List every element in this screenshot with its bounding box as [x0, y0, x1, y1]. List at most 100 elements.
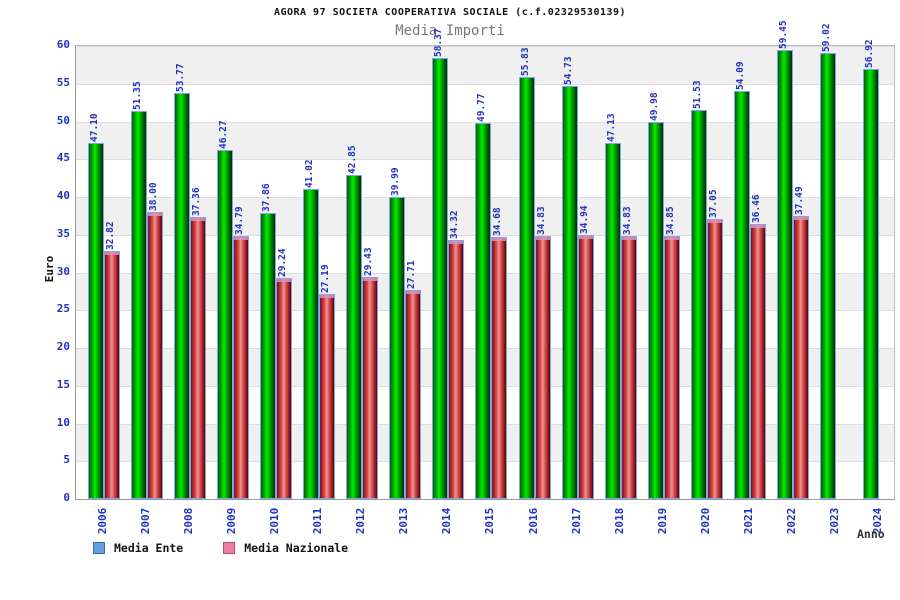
- bar-media-nazionale-2014: [448, 239, 465, 499]
- x-tick-2015: 2015: [483, 507, 497, 535]
- value-label-media-ente-2023: 59.02: [820, 23, 832, 53]
- chart-title: AGORA 97 SOCIETA COOPERATIVA SOCIALE (c.…: [273, 7, 627, 18]
- value-label-media-nazionale-2020: 37.05: [707, 189, 719, 219]
- bar-media-nazionale-2019: [663, 235, 680, 499]
- y-tick-40: 40: [56, 189, 70, 202]
- value-label-media-nazionale-2013: 27.71: [406, 260, 418, 289]
- bar-media-ente-2020: [690, 109, 707, 499]
- bar-media-nazionale-2010: [276, 278, 293, 499]
- value-label-media-ente-2018: 47.13: [605, 113, 617, 143]
- legend-swatch-media-ente: [93, 542, 105, 554]
- value-label-media-ente-2008: 53.77: [175, 63, 187, 93]
- value-label-media-ente-2007: 51.35: [132, 81, 144, 111]
- bar-top-cap: [363, 277, 378, 281]
- bar-media-nazionale-2020: [706, 219, 723, 499]
- y-tick-35: 35: [56, 226, 70, 240]
- x-tick-2013: 2013: [397, 507, 411, 535]
- x-tick-2007: 2007: [139, 507, 153, 535]
- value-label-media-ente-2011: 41.02: [304, 159, 316, 189]
- bar-top-cap: [148, 213, 163, 217]
- bar-media-nazionale-2018: [620, 236, 637, 499]
- bar-top-cap: [793, 216, 808, 220]
- y-tick-50: 50: [56, 113, 70, 127]
- y-tick-20: 20: [56, 340, 70, 353]
- bar-media-ente-2016: [518, 77, 535, 499]
- value-label-media-ente-2021: 54.09: [734, 61, 746, 90]
- x-tick-2008: 2008: [182, 507, 196, 535]
- bar-media-nazionale-2012: [362, 276, 379, 499]
- bar-media-nazionale-2007: [147, 212, 164, 499]
- bar-media-ente-2008: [174, 93, 191, 499]
- bar-media-nazionale-2016: [534, 236, 551, 499]
- bar-media-ente-2024: [862, 69, 879, 499]
- bar-media-ente-2006: [88, 143, 104, 499]
- y-tick-25: 25: [56, 302, 70, 316]
- bar-top-cap: [750, 224, 765, 228]
- bar-media-ente-2009: [217, 149, 234, 499]
- value-label-media-nazionale-2014: 34.32: [449, 210, 461, 239]
- value-label-media-ente-2024: 56.92: [863, 39, 875, 69]
- x-tick-2018: 2018: [612, 507, 626, 535]
- bar-media-ente-2023: [819, 53, 836, 499]
- value-label-media-ente-2015: 49.77: [476, 93, 488, 123]
- x-axis-title: Anno: [857, 527, 885, 541]
- legend-label-media-ente: Media Ente: [114, 541, 184, 555]
- value-label-media-ente-2016: 55.83: [519, 47, 531, 77]
- bar-media-ente-2017: [561, 85, 578, 499]
- bar-top-cap: [320, 294, 335, 298]
- bar-media-nazionale-2013: [405, 289, 422, 499]
- value-label-media-nazionale-2017: 34.94: [578, 205, 590, 235]
- value-label-media-nazionale-2021: 36.46: [750, 194, 762, 223]
- value-label-media-ente-2012: 42.85: [347, 145, 359, 175]
- bar-top-cap: [234, 237, 249, 241]
- bar-top-cap: [449, 240, 464, 244]
- x-tick-2014: 2014: [440, 507, 454, 535]
- x-tick-2022: 2022: [784, 507, 798, 535]
- x-tick-2009: 2009: [225, 507, 239, 535]
- bar-top-cap: [492, 238, 507, 242]
- bar-top-cap: [406, 290, 421, 294]
- bar-media-ente-2018: [604, 143, 621, 499]
- x-tick-2012: 2012: [354, 507, 368, 535]
- bar-media-ente-2022: [776, 50, 793, 499]
- bar-top-cap: [535, 237, 550, 241]
- bar-media-nazionale-2011: [319, 293, 336, 499]
- y-axis-title: Euro: [43, 255, 56, 283]
- y-tick-30: 30: [56, 264, 70, 278]
- y-tick-10: 10: [56, 415, 70, 429]
- legend-swatch-media-nazionale: [223, 542, 236, 554]
- legend: Media Ente Media Nazionale: [93, 540, 388, 556]
- x-tick-2021: 2021: [741, 507, 755, 535]
- x-tick-2017: 2017: [569, 507, 583, 535]
- y-tick-55: 55: [56, 75, 70, 89]
- legend-label-media-nazionale: Media Nazionale: [244, 541, 349, 555]
- bar-media-nazionale-2006: [104, 251, 120, 499]
- x-tick-2020: 2020: [698, 507, 712, 535]
- value-label-media-ente-2009: 46.27: [218, 120, 230, 149]
- value-label-media-ente-2017: 54.73: [562, 56, 574, 85]
- grid-band: [76, 46, 894, 85]
- y-tick-45: 45: [56, 151, 70, 165]
- x-tick-2019: 2019: [655, 507, 669, 535]
- value-label-media-nazionale-2006: 32.82: [105, 221, 116, 251]
- bar-media-nazionale-2009: [233, 236, 250, 499]
- bar-media-ente-2011: [303, 189, 320, 499]
- value-label-media-nazionale-2018: 34.83: [621, 206, 633, 236]
- value-label-media-nazionale-2007: 38.00: [148, 182, 160, 212]
- bar-media-ente-2015: [475, 123, 492, 499]
- bar-top-cap: [191, 217, 206, 221]
- x-tick-2010: 2010: [268, 507, 282, 535]
- value-label-media-ente-2020: 51.53: [691, 80, 703, 109]
- chart-subtitle: Media Importi: [395, 23, 505, 39]
- y-tick-15: 15: [56, 377, 70, 391]
- bar-top-cap: [105, 252, 119, 256]
- value-label-media-nazionale-2010: 29.24: [277, 248, 289, 278]
- value-label-media-ente-2019: 49.98: [648, 92, 660, 121]
- value-label-media-ente-2006: 47.10: [89, 113, 100, 143]
- x-tick-2006: 2006: [96, 507, 109, 535]
- bar-media-nazionale-2021: [749, 223, 766, 499]
- bar-media-ente-2007: [131, 111, 148, 499]
- bar-media-ente-2019: [647, 121, 664, 499]
- bar-media-ente-2013: [389, 197, 406, 499]
